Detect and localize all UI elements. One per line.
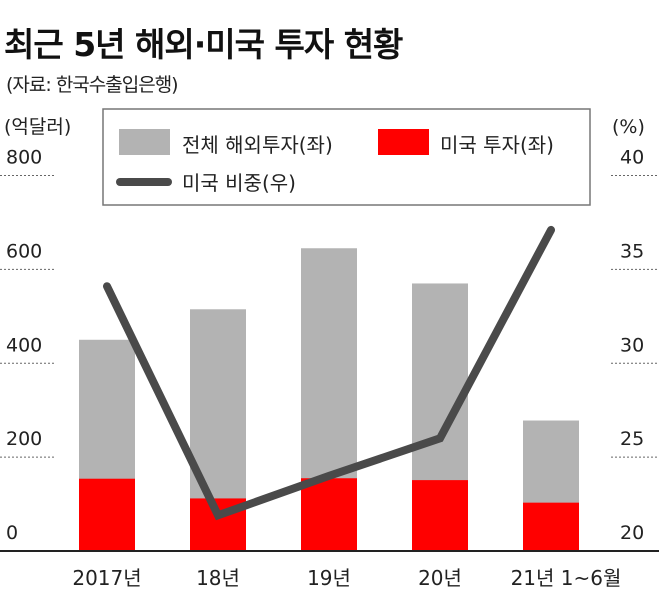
source-note: (자료: 한국수출입은행) <box>6 74 179 96</box>
x-tick-label: 2017년 <box>72 566 141 590</box>
y-tick-label-left: 200 <box>6 428 42 450</box>
legend-box <box>102 108 591 206</box>
y-tick-label-right: 25 <box>620 428 644 450</box>
y-tick-label-right: 40 <box>620 147 644 169</box>
x-tick-label: 20년 <box>418 566 462 590</box>
legend-swatch-us <box>378 129 429 155</box>
y-tick-label-right: 35 <box>620 240 644 262</box>
bar-us-investment <box>412 480 468 551</box>
x-tick-label: 21년 1~6월 <box>511 566 622 590</box>
y-tick-label-right: 30 <box>620 334 644 356</box>
bar-us-investment <box>79 478 135 551</box>
legend-label-us: 미국 투자(좌) <box>440 133 554 157</box>
legend-label-share: 미국 비중(우) <box>182 171 296 195</box>
x-tick-label: 19년 <box>307 566 351 590</box>
legend-label-total: 전체 해외투자(좌) <box>182 133 333 157</box>
y-tick-label-left: 0 <box>6 522 18 544</box>
y-tick-label-left: 400 <box>6 334 42 356</box>
y-tick-label-left: 800 <box>6 147 42 169</box>
bar-us-investment <box>301 478 357 551</box>
bar-us-investment <box>523 502 579 551</box>
y-axis-label-left: (억달러) <box>4 116 71 138</box>
legend-swatch-total <box>119 129 170 155</box>
y-axis-label-right: (%) <box>612 116 645 138</box>
y-tick-label-left: 600 <box>6 240 42 262</box>
y-tick-label-right: 20 <box>620 522 644 544</box>
x-tick-label: 18년 <box>196 566 240 590</box>
chart-title: 최근 5년 해외·미국 투자 현황 <box>4 25 403 64</box>
legend: 전체 해외투자(좌) 미국 투자(좌) 미국 비중(우) <box>102 108 591 206</box>
